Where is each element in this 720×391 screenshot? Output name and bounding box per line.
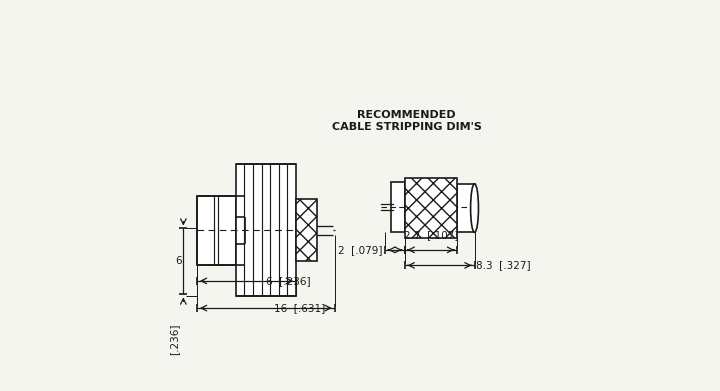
Text: 8.3  [.327]: 8.3 [.327] [477, 260, 531, 271]
Bar [391, 182, 405, 232]
Text: 16  [.631]: 16 [.631] [274, 303, 325, 313]
Ellipse shape [471, 184, 479, 232]
Bar [197, 196, 235, 265]
Bar [296, 199, 318, 262]
Text: 2.7  [.107]: 2.7 [.107] [404, 230, 458, 240]
Bar [405, 178, 457, 238]
Text: [.236]: [.236] [169, 323, 179, 355]
Text: RECOMMENDED
CABLE STRIPPING DIM'S: RECOMMENDED CABLE STRIPPING DIM'S [332, 110, 482, 132]
Bar [457, 184, 474, 232]
Text: 6: 6 [175, 256, 181, 267]
Text: 6  [.236]: 6 [.236] [266, 276, 310, 286]
Bar [235, 165, 296, 296]
Bar [235, 217, 246, 244]
Text: 2  [.079]: 2 [.079] [338, 245, 382, 255]
